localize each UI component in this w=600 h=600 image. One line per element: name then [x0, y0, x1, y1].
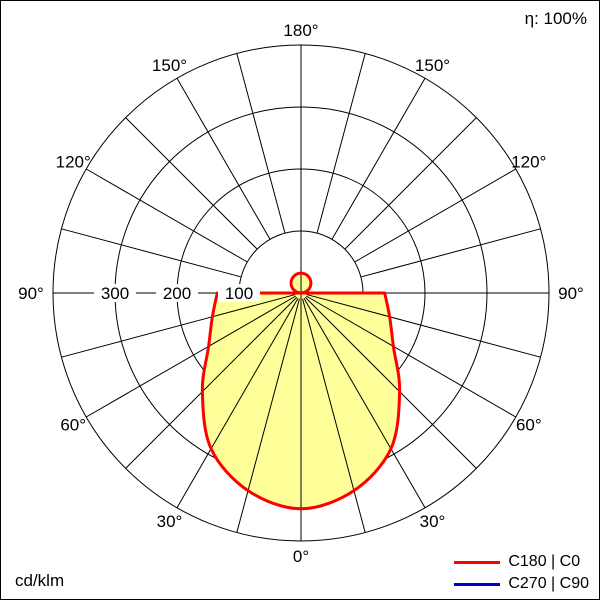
- legend-label: C270 | C90: [508, 575, 589, 592]
- radial-tick-label: 200: [163, 284, 191, 303]
- angle-label: 90°: [18, 284, 44, 303]
- legend: C180 | C0 C270 | C90: [454, 554, 589, 592]
- angle-label: 120°: [511, 153, 546, 172]
- radial-tick-label: 100: [225, 284, 253, 303]
- angle-label: 120°: [56, 153, 91, 172]
- legend-swatch-0: [454, 560, 501, 564]
- angle-label: 180°: [283, 21, 318, 40]
- angle-label: 0°: [293, 547, 309, 566]
- angle-label: 60°: [60, 416, 86, 435]
- legend-item: C270 | C90: [454, 576, 589, 592]
- angle-label: 30°: [157, 512, 183, 531]
- radial-tick-label: 300: [101, 284, 129, 303]
- legend-item: C180 | C0: [454, 554, 580, 570]
- unit-label: cd/klm: [15, 571, 65, 590]
- angle-label: 60°: [516, 416, 542, 435]
- efficiency-label: η: 100%: [524, 9, 587, 28]
- angle-label: 90°: [558, 284, 584, 303]
- legend-label: C180 | C0: [508, 553, 581, 570]
- legend-swatch-1: [454, 582, 501, 586]
- angle-label: 150°: [152, 56, 187, 75]
- angle-label: 150°: [415, 56, 450, 75]
- angle-label: 30°: [420, 512, 446, 531]
